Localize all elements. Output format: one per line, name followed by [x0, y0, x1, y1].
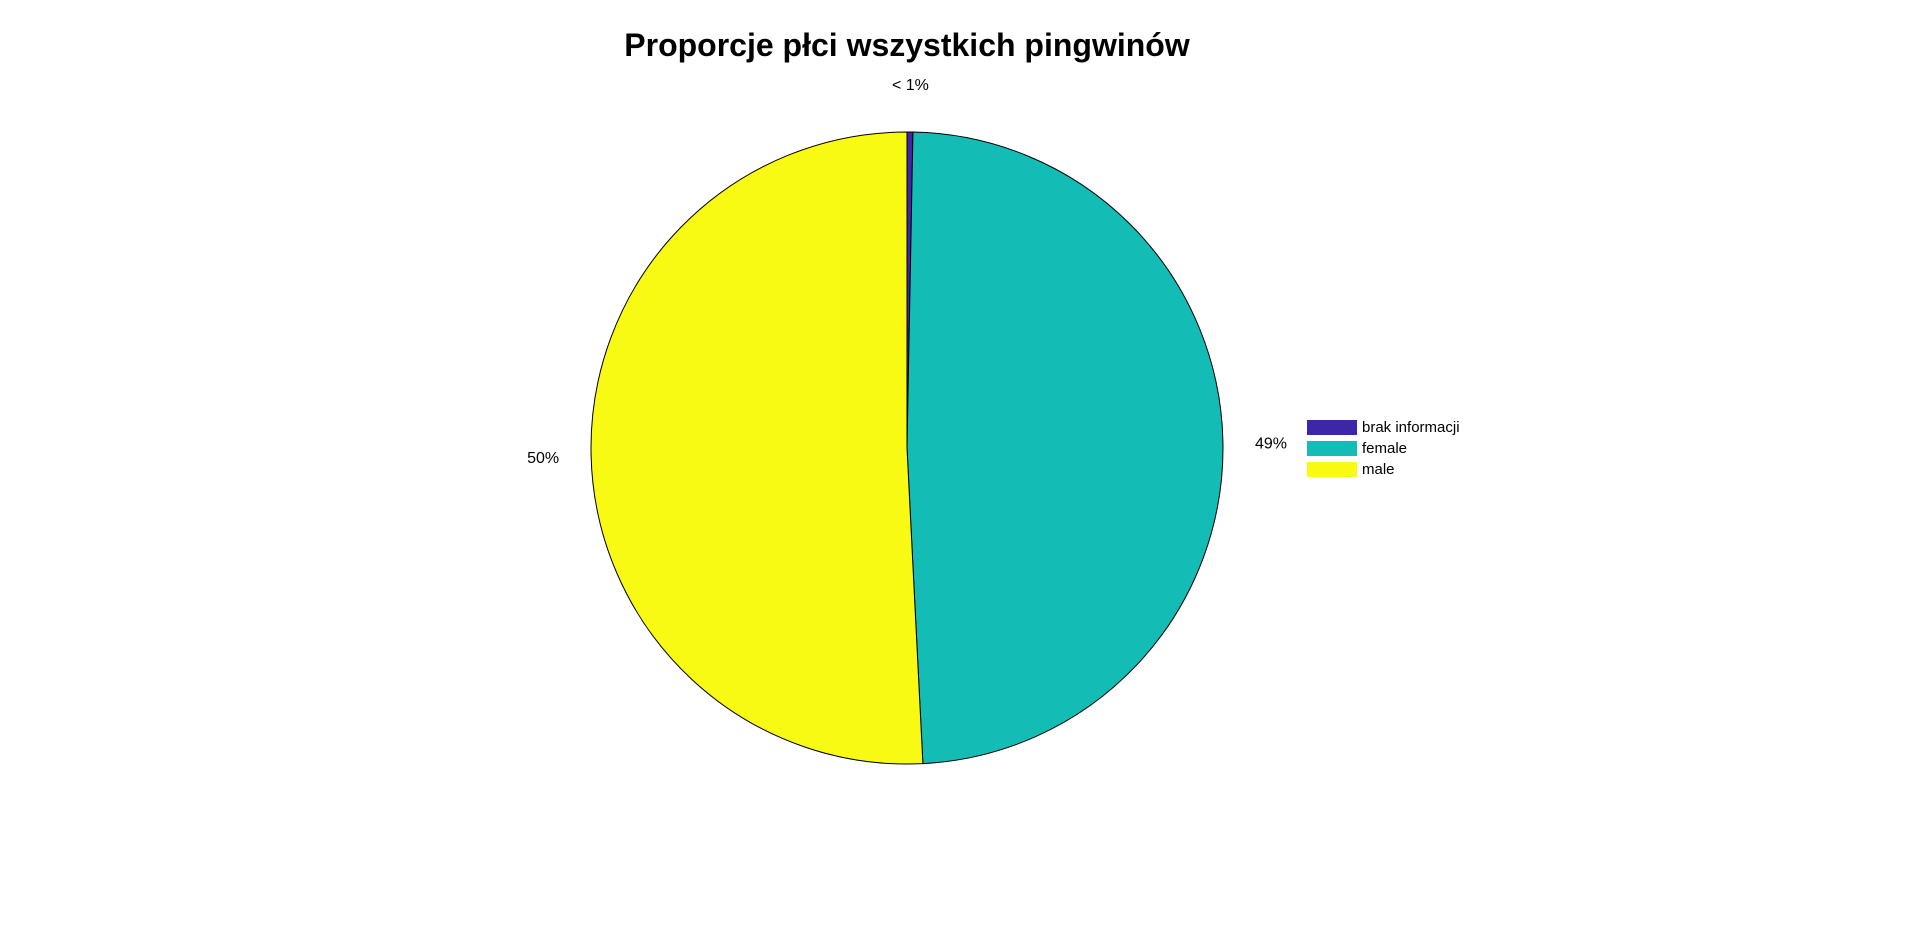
pie-slice-male	[590, 131, 924, 765]
legend-swatch-male	[1307, 462, 1357, 477]
legend-label-brak-informacji: brak informacji	[1362, 419, 1460, 436]
legend: brak informacji female male	[1307, 419, 1460, 478]
legend-swatch-female	[1307, 441, 1357, 456]
pie-slices	[590, 131, 1224, 765]
percent-label-brak-informacji: < 1%	[892, 77, 929, 94]
percent-label-male: 50%	[527, 450, 559, 467]
legend-label-male: male	[1362, 461, 1395, 478]
chart-title: Proporcje płci wszystkich pingwinów	[624, 27, 1190, 63]
percent-label-female: 49%	[1255, 435, 1287, 452]
legend-swatch-brak-informacji	[1307, 420, 1357, 435]
percent-labels: < 1% 49% 50%	[527, 77, 1287, 467]
pie-slice-female	[906, 131, 1224, 765]
legend-label-female: female	[1362, 440, 1407, 457]
